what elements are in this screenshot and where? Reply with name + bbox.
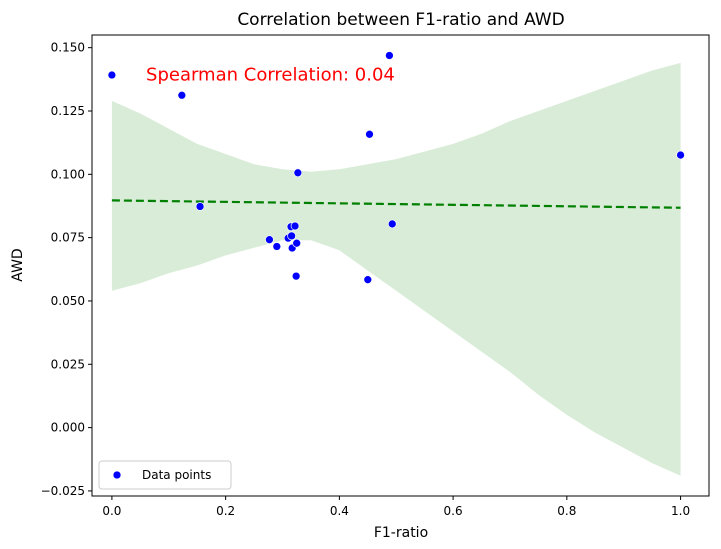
x-tick-label: 0.6: [444, 504, 463, 518]
data-point: [287, 231, 296, 241]
y-tick-label: 0.125: [51, 104, 85, 118]
data-point: [291, 271, 301, 281]
y-tick-label: 0.150: [51, 41, 85, 55]
chart-title: Correlation between F1-ratio and AWD: [237, 10, 564, 30]
data-point: [292, 238, 302, 248]
y-tick-label: 0.025: [51, 357, 85, 371]
x-tick-label: 0.8: [557, 504, 576, 518]
x-tick-label: 1.0: [671, 504, 690, 518]
data-point: [272, 242, 282, 251]
data-point: [265, 235, 274, 245]
data-point: [387, 219, 397, 229]
y-axis-ticks: −0.025 0.000 0.025 0.050 0.075 0.100 0.125 0.15…: [41, 41, 92, 498]
legend: Data points: [98, 460, 232, 490]
regression-line-layer: [111, 199, 681, 209]
x-tick-label: 0.4: [330, 504, 349, 518]
plot-area: Spearman Correlation: 0.04: [107, 51, 685, 476]
x-axis-label: F1-ratio: [374, 525, 428, 541]
y-tick-label: 0.050: [51, 294, 85, 308]
data-point: [363, 275, 373, 285]
data-point: [195, 202, 205, 211]
y-tick-label: −0.025: [41, 484, 85, 498]
axes-frame: [91, 34, 710, 497]
confidence-band: [111, 62, 681, 476]
x-tick-label: 0.0: [102, 504, 121, 518]
data-point: [365, 129, 374, 139]
legend-marker-icon: [112, 470, 122, 480]
y-axis-label: AWD: [10, 248, 26, 281]
legend-frame: [98, 460, 232, 490]
y-tick-label: 0.075: [51, 231, 85, 245]
regression-line: [111, 199, 681, 209]
data-point: [107, 70, 117, 80]
data-point: [385, 51, 394, 60]
data-points-layer: [107, 51, 685, 285]
x-axis-ticks: 0.0 0.2 0.4 0.6 0.8 1.0: [102, 496, 690, 518]
data-point: [177, 90, 187, 100]
confidence-band-layer: [111, 62, 681, 476]
y-tick-label: 0.100: [51, 167, 85, 181]
data-point: [290, 221, 300, 231]
legend-label: Data points: [142, 468, 211, 482]
data-point: [676, 150, 685, 160]
spearman-annotation: Spearman Correlation: 0.04: [146, 65, 395, 86]
data-point: [293, 168, 303, 178]
x-tick-label: 0.2: [216, 504, 235, 518]
y-tick-label: 0.000: [51, 421, 85, 435]
